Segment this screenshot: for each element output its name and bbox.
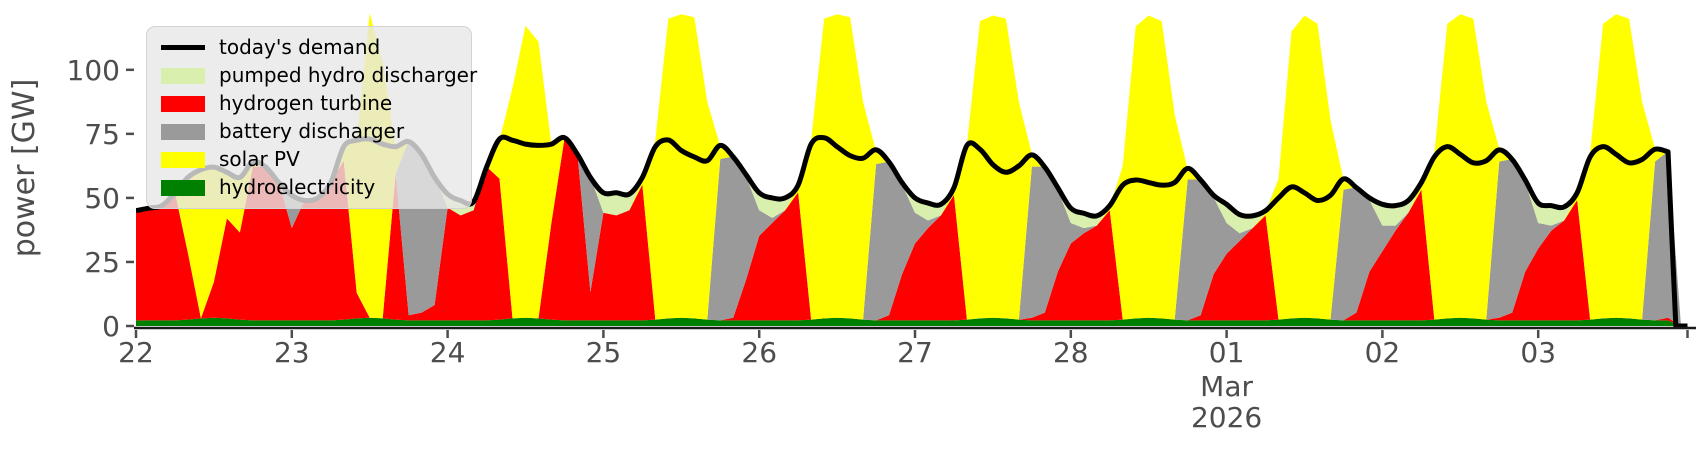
area-solar-pv — [136, 12, 1694, 327]
legend-color-swatch — [161, 67, 205, 84]
area-hydrogen-turbine — [136, 138, 1694, 326]
y-tick-label-50: 50 — [84, 182, 120, 215]
x-tick-label-24: 24 — [430, 336, 466, 369]
legend-item-today-s-demand: today's demand — [161, 37, 457, 58]
legend-line-swatch — [161, 40, 205, 56]
y-tick-label-0: 0 — [102, 310, 120, 343]
x-tick-label-25: 25 — [586, 336, 622, 369]
legend-label: hydrogen turbine — [219, 91, 393, 115]
legend-item-battery-discharger: battery discharger — [161, 121, 457, 142]
x-tick-label-03: 03 — [1520, 336, 1556, 369]
y-axis-label: power [GW] — [7, 79, 42, 258]
y-tick-label-25: 25 — [84, 246, 120, 279]
legend-color-swatch — [161, 95, 205, 112]
legend-label: hydroelectricity — [219, 175, 376, 199]
legend-item-hydroelectricity: hydroelectricity — [161, 177, 457, 198]
x-tick-label-02: 02 — [1365, 336, 1401, 369]
area-hydroelectricity — [136, 317, 1694, 326]
x-tick-label-01: 01 — [1209, 336, 1245, 369]
legend-item-hydrogen-turbine: hydrogen turbine — [161, 93, 457, 114]
x-tick-label-28: 28 — [1053, 336, 1089, 369]
legend-item-solar-pv: solar PV — [161, 149, 457, 170]
y-tick-label-75: 75 — [84, 118, 120, 151]
area-battery-discharger — [136, 138, 1694, 326]
chart-legend: today's demand pumped hydro discharger hyd… — [146, 26, 477, 209]
legend-item-pumped-hydro-discharger: pumped hydro discharger — [161, 65, 477, 86]
legend-color-swatch — [161, 151, 205, 168]
x-tick-label-26: 26 — [741, 336, 777, 369]
x-axis-year-label: 2026 — [1191, 401, 1262, 434]
x-axis-month-label: Mar — [1200, 370, 1253, 403]
legend-label: today's demand — [219, 35, 381, 59]
legend-color-swatch — [161, 123, 205, 140]
x-tick-label-23: 23 — [274, 336, 310, 369]
legend-label: solar PV — [219, 147, 300, 171]
y-tick-label-100: 100 — [67, 54, 120, 87]
x-tick-label-27: 27 — [897, 336, 933, 369]
legend-label: battery discharger — [219, 119, 405, 143]
legend-label: pumped hydro discharger — [219, 63, 478, 87]
x-tick-label-22: 22 — [118, 336, 154, 369]
legend-color-swatch — [161, 179, 205, 196]
